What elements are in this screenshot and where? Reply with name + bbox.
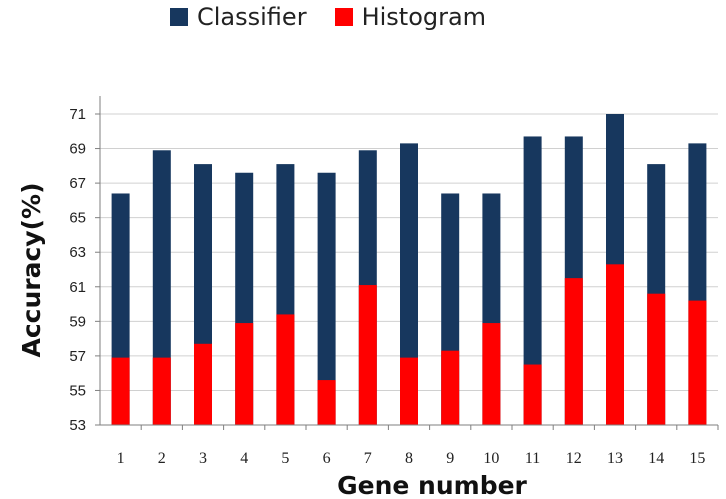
x-tick-label: 11	[525, 450, 540, 467]
bar-histogram-15	[688, 300, 707, 425]
x-axis-title: Gene number	[337, 471, 527, 499]
x-tick-label: 15	[689, 450, 705, 467]
bar-histogram-7	[358, 285, 377, 425]
x-tick-label: 12	[566, 450, 582, 467]
x-tick-label: 14	[648, 450, 664, 467]
legend-item-classifier: Classifier	[170, 3, 307, 31]
legend-swatch-classifier	[170, 8, 188, 26]
bar-histogram-10	[482, 323, 501, 425]
bar-histogram-9	[441, 350, 460, 425]
x-tick-label: 4	[240, 450, 248, 467]
x-tick-label: 5	[281, 450, 289, 467]
bar-classifier-6	[317, 172, 336, 425]
bar-histogram-5	[276, 314, 295, 425]
y-tick-label: 69	[69, 141, 86, 158]
bar-histogram-3	[194, 343, 212, 425]
x-tick-label: 8	[405, 450, 413, 467]
x-tick-label: 3	[199, 450, 207, 467]
bar-classifier-11	[523, 136, 542, 425]
bar-histogram-11	[523, 364, 542, 425]
x-tick-label: 1	[117, 450, 125, 467]
bar-histogram-12	[564, 278, 583, 425]
bar-histogram-1	[111, 357, 130, 425]
y-tick-label: 65	[69, 210, 86, 227]
y-tick-label: 67	[69, 175, 86, 192]
bar-histogram-2	[152, 357, 171, 425]
legend-swatch-histogram	[334, 8, 353, 26]
x-tick-label: 13	[607, 450, 623, 467]
y-tick-label: 71	[69, 106, 86, 123]
bar-classifier-8	[400, 143, 418, 425]
x-tick-label: 9	[446, 450, 454, 467]
bar-histogram-14	[647, 293, 666, 425]
x-tick-label: 6	[323, 450, 331, 467]
bars	[111, 114, 707, 426]
x-tick-label: 10	[483, 450, 499, 467]
bar-histogram-8	[400, 357, 418, 425]
y-tick-label: 63	[69, 244, 86, 261]
legend-item-histogram: Histogram	[334, 3, 487, 31]
axes	[99, 96, 719, 430]
x-tick-label: 2	[158, 450, 166, 467]
bar-histogram-4	[235, 323, 254, 425]
y-tick-labels: 53 55 57 59 61 63 65 67 69 71	[69, 106, 86, 434]
legend-label-classifier: Classifier	[197, 3, 307, 31]
x-tick-label: 7	[364, 450, 372, 467]
bar-histogram-13	[606, 264, 624, 425]
y-tick-label: 55	[69, 382, 86, 399]
legend: Classifier Histogram	[170, 0, 514, 34]
y-tick-label: 59	[69, 313, 86, 330]
legend-label-histogram: Histogram	[361, 3, 487, 31]
x-tick-labels: 1 2 3 4 5 6 7 8 9 10 11 12 13 14 15	[117, 450, 706, 467]
y-axis-title: Accuracy(%)	[17, 183, 46, 358]
y-tick-label: 61	[69, 279, 86, 296]
bar-histogram-6	[317, 380, 336, 425]
bar-classifier-2	[152, 150, 171, 426]
y-tick-label: 57	[69, 348, 86, 365]
y-tick-label: 53	[69, 417, 86, 434]
